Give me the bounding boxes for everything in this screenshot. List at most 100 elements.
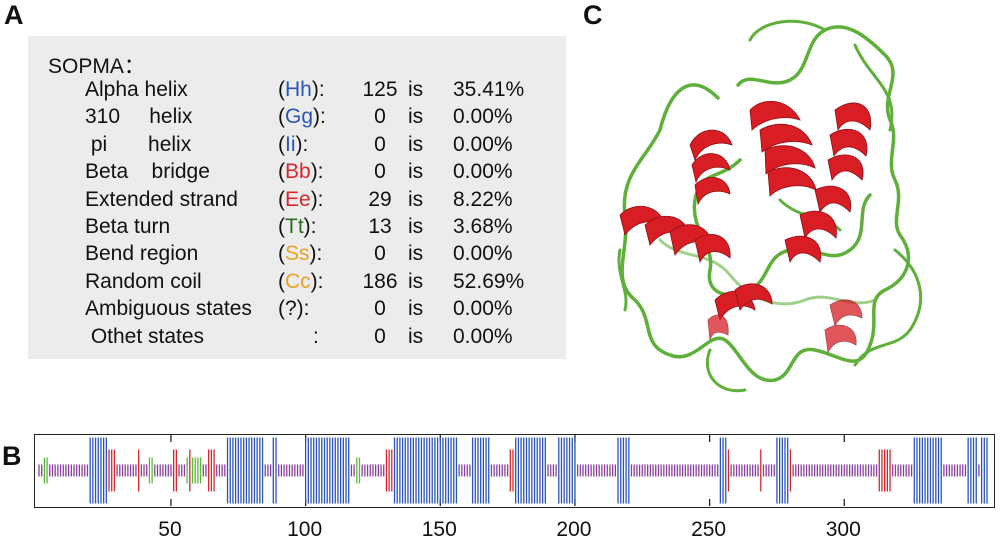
helix-ribbon bbox=[824, 324, 857, 354]
coil-segment bbox=[490, 464, 509, 477]
helix-segment bbox=[272, 437, 277, 504]
helix-ribbon bbox=[749, 101, 801, 131]
helix-ribbon bbox=[694, 176, 731, 206]
coil-segment bbox=[38, 464, 43, 477]
sopma-title: SOPMA： bbox=[48, 55, 145, 78]
is-word: is bbox=[408, 105, 424, 129]
helix-ribbon bbox=[827, 154, 864, 182]
paren-close: ): bbox=[310, 160, 324, 184]
axis-tick-label: 150 bbox=[421, 518, 457, 541]
state-name: Random coil bbox=[85, 269, 202, 293]
helix-segment bbox=[226, 437, 264, 504]
sopma-row: Random coil (Cc): 186 is 52.69% bbox=[28, 270, 566, 296]
coil-segment bbox=[216, 464, 226, 477]
coil-segment bbox=[140, 464, 148, 477]
sopma-row: Extended strand (Ee): 29 is 8.22% bbox=[28, 188, 566, 214]
code-letters: Tt bbox=[285, 215, 304, 238]
sopma-row: Bend region (Ss): 0 is 0.00% bbox=[28, 242, 566, 268]
helix-segment bbox=[393, 437, 458, 504]
state-name: pi helix bbox=[85, 132, 192, 156]
helix-segment bbox=[967, 437, 977, 504]
paren-open: ( bbox=[278, 160, 285, 184]
helix-segment bbox=[89, 437, 107, 504]
sopma-row: Othet states : 0 is 0.00% bbox=[28, 325, 566, 351]
paren-close: ): bbox=[310, 269, 324, 293]
state-code: (Ss): bbox=[278, 242, 322, 266]
helix-segment bbox=[617, 437, 630, 504]
state-code: : bbox=[278, 325, 319, 349]
state-count: 0 bbox=[374, 297, 386, 321]
state-percent: 8.22% bbox=[453, 187, 513, 211]
state-code: (Tt): bbox=[278, 215, 317, 239]
coil-segment bbox=[278, 464, 304, 477]
paren-close: ): bbox=[295, 132, 309, 156]
coil-segment bbox=[350, 464, 355, 477]
paren-close: ): bbox=[309, 242, 323, 266]
state-count: 29 bbox=[368, 187, 392, 211]
protein-3d-structure bbox=[617, 19, 923, 393]
helix-ribbon bbox=[829, 299, 863, 328]
strand-segment bbox=[208, 449, 215, 492]
paren-open: ( bbox=[278, 132, 285, 156]
state-code: (Hh): bbox=[278, 78, 325, 102]
coil-segment bbox=[154, 464, 172, 477]
coil-segment bbox=[547, 464, 557, 477]
axis-tick-label: 200 bbox=[556, 518, 592, 541]
helix-ribbon bbox=[767, 167, 817, 197]
state-percent: 0.00% bbox=[453, 297, 513, 321]
code-letters: Ee bbox=[285, 187, 311, 211]
coil-segment bbox=[49, 464, 89, 477]
coil-segment bbox=[178, 464, 186, 477]
state-name: Othet states bbox=[85, 324, 205, 348]
coil-segment bbox=[361, 464, 385, 477]
helix-ribbon bbox=[691, 153, 731, 184]
state-count: 13 bbox=[368, 215, 392, 238]
axis-tick-label: 50 bbox=[158, 518, 182, 541]
state-percent: 0.00% bbox=[453, 160, 513, 184]
state-count: 0 bbox=[374, 324, 386, 348]
track-plot bbox=[38, 435, 988, 506]
helix-ribbon bbox=[834, 102, 872, 132]
is-word: is bbox=[408, 324, 424, 348]
state-percent: 3.68% bbox=[453, 215, 513, 238]
turn-segment bbox=[43, 457, 48, 484]
coil-segment bbox=[630, 464, 719, 477]
code-letters: (?): bbox=[278, 297, 310, 321]
turn-segment bbox=[191, 457, 202, 484]
paren-close: ): bbox=[311, 78, 325, 101]
strand-segment bbox=[509, 449, 514, 492]
state-name: Extended strand bbox=[85, 187, 238, 211]
code-letters: Bb bbox=[285, 160, 311, 184]
code-letters: Gg bbox=[285, 105, 314, 129]
coil-segment bbox=[458, 464, 471, 477]
helix-ribbon bbox=[694, 234, 731, 264]
coil-segment bbox=[943, 464, 967, 477]
helix-segment bbox=[776, 437, 789, 504]
helix-segment bbox=[304, 437, 350, 504]
is-word: is bbox=[408, 160, 424, 184]
is-word: is bbox=[408, 187, 424, 211]
state-name: Alpha helix bbox=[85, 78, 188, 101]
state-percent: 52.69% bbox=[453, 269, 525, 293]
is-word: is bbox=[408, 215, 424, 238]
state-percent: 35.41% bbox=[453, 78, 525, 101]
coil-segment bbox=[762, 464, 775, 477]
state-code: (Ii): bbox=[278, 133, 308, 157]
coil-segment bbox=[792, 464, 878, 477]
coil-path bbox=[748, 19, 923, 367]
code-letters: Hh bbox=[285, 78, 312, 101]
coil-segment bbox=[892, 464, 913, 477]
coil-segment bbox=[116, 464, 137, 477]
sopma-row: Ambiguous states (?): 0 is 0.00% bbox=[28, 297, 566, 323]
state-count: 125 bbox=[362, 78, 398, 101]
coil-segment bbox=[576, 464, 616, 477]
helix-ribbon bbox=[784, 235, 822, 264]
helix-ribbon bbox=[707, 314, 729, 341]
turn-segment bbox=[148, 457, 153, 484]
paren-open: ( bbox=[278, 242, 285, 266]
paren-close: ): bbox=[310, 187, 324, 211]
sopma-row: Alpha helix (Hh): 125 is 35.41% bbox=[28, 78, 566, 104]
axis-tick-label: 300 bbox=[825, 518, 861, 541]
paren-open: ( bbox=[278, 187, 285, 211]
panel-label-b: B bbox=[2, 441, 22, 471]
